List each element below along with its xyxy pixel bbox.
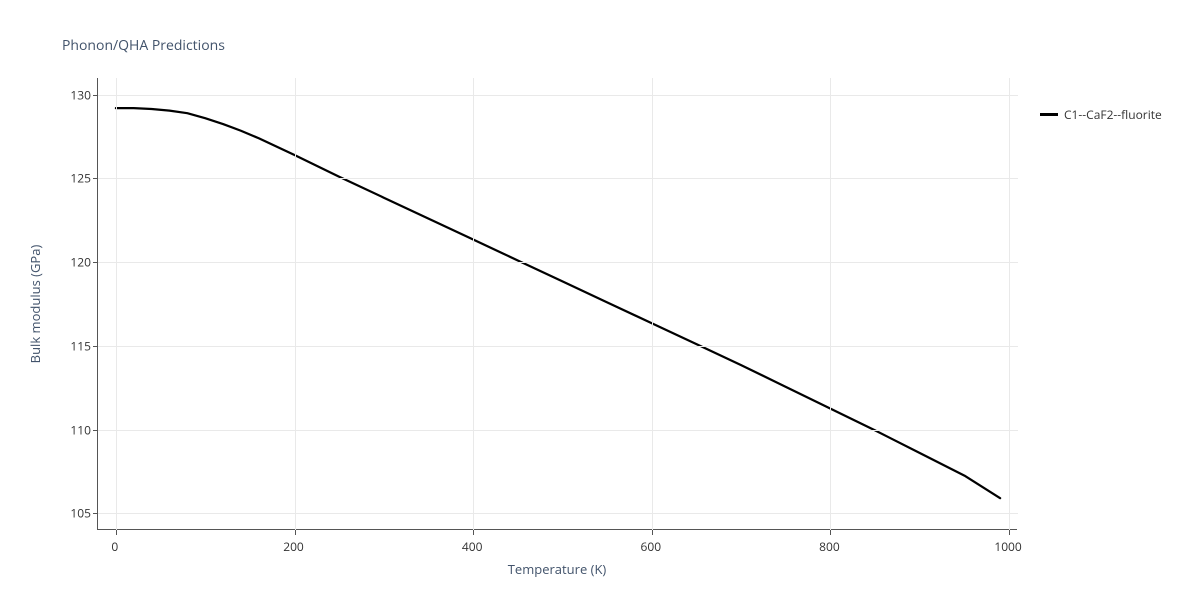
y-tick <box>93 430 98 431</box>
gridline-horizontal <box>98 346 1018 347</box>
chart-title: Phonon/QHA Predictions <box>62 36 225 55</box>
gridline-horizontal <box>98 430 1018 431</box>
y-tick-label: 120 <box>67 254 91 271</box>
x-tick-label: 0 <box>111 538 118 555</box>
series-line <box>116 108 1000 498</box>
gridline-vertical <box>1009 78 1010 530</box>
gridline-horizontal <box>98 95 1018 96</box>
x-tick-label: 400 <box>462 538 483 555</box>
plot-area <box>97 78 1017 530</box>
x-tick-label: 200 <box>283 538 304 555</box>
y-axis-label: Bulk modulus (GPa) <box>26 245 44 364</box>
y-tick-label: 110 <box>67 421 91 438</box>
gridline-vertical <box>473 78 474 530</box>
y-tick <box>93 95 98 96</box>
x-tick <box>652 530 653 535</box>
gridline-horizontal <box>98 262 1018 263</box>
legend-swatch <box>1040 113 1058 116</box>
legend-label: C1--CaF2--fluorite <box>1064 106 1162 123</box>
x-tick <box>473 530 474 535</box>
legend: C1--CaF2--fluorite <box>1040 106 1162 123</box>
y-tick <box>93 346 98 347</box>
y-tick <box>93 513 98 514</box>
x-axis-label: Temperature (K) <box>508 560 607 578</box>
gridline-vertical <box>116 78 117 530</box>
y-tick-label: 125 <box>67 170 91 187</box>
x-tick <box>116 530 117 535</box>
y-tick-label: 130 <box>67 86 91 103</box>
gridline-vertical <box>652 78 653 530</box>
y-tick <box>93 178 98 179</box>
x-tick <box>1009 530 1010 535</box>
y-tick <box>93 262 98 263</box>
chart-container: { "chart": { "type": "line", "title": "P… <box>0 0 1200 600</box>
x-tick <box>830 530 831 535</box>
y-tick-label: 115 <box>67 337 91 354</box>
gridline-horizontal <box>98 513 1018 514</box>
x-tick-label: 600 <box>640 538 661 555</box>
gridline-horizontal <box>98 178 1018 179</box>
x-tick-label: 1000 <box>994 538 1021 555</box>
x-tick <box>295 530 296 535</box>
line-series-svg <box>98 78 1018 530</box>
y-tick-label: 105 <box>67 505 91 522</box>
gridline-vertical <box>830 78 831 530</box>
gridline-vertical <box>295 78 296 530</box>
x-tick-label: 800 <box>819 538 840 555</box>
